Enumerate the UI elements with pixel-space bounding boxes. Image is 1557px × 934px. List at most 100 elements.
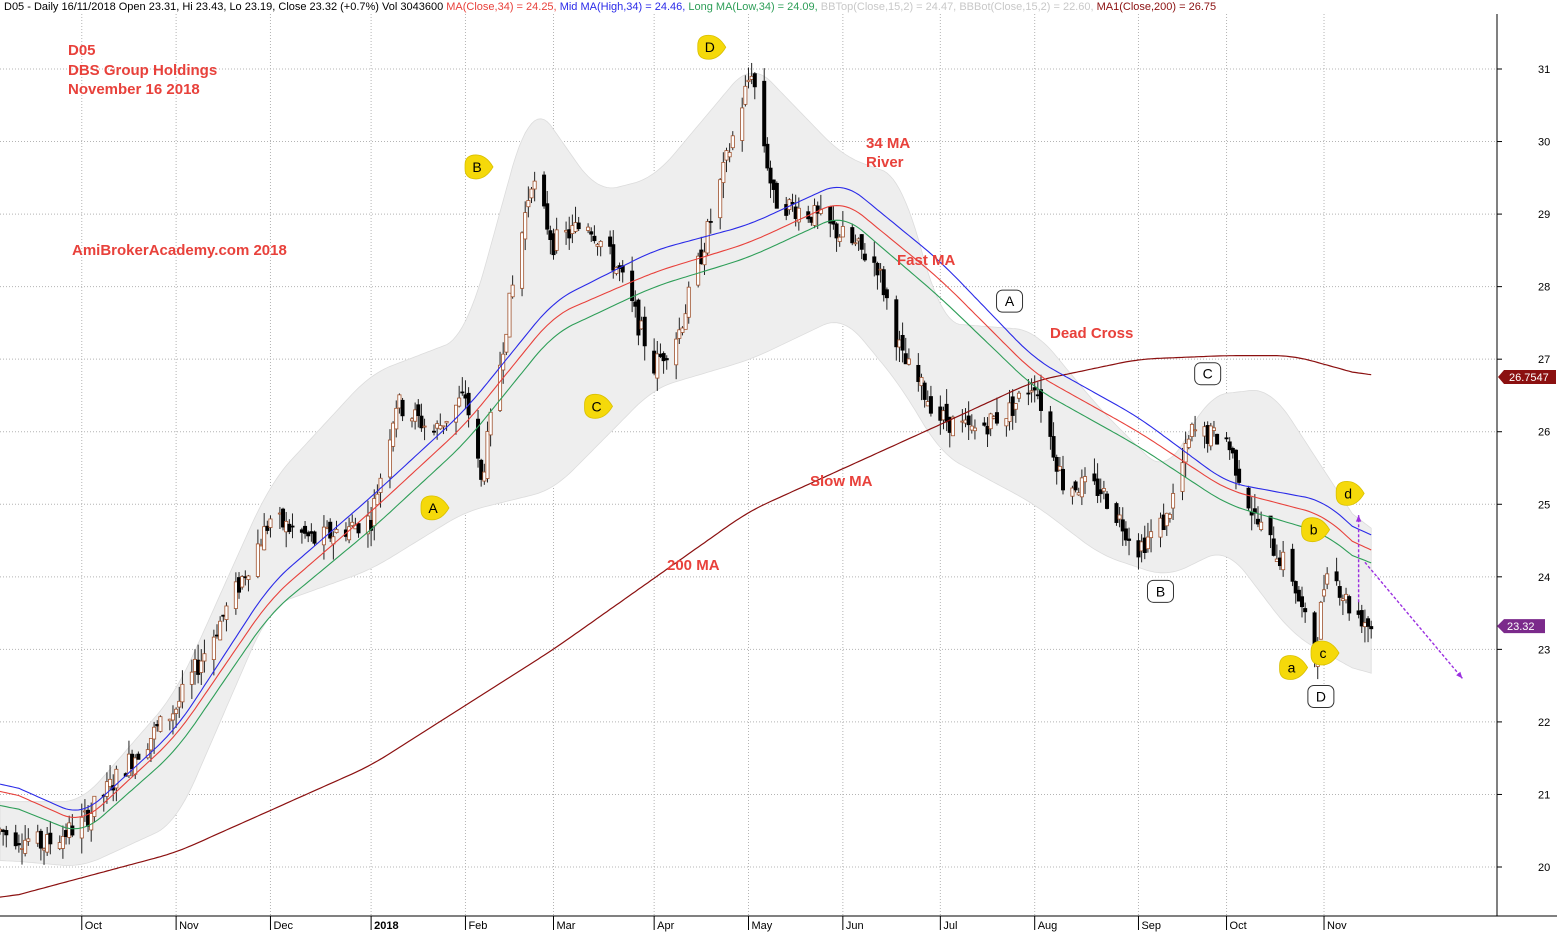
candle bbox=[1127, 527, 1132, 556]
candle-body bbox=[1233, 449, 1238, 476]
candle bbox=[922, 380, 927, 408]
candle-body bbox=[1013, 403, 1018, 410]
candle-body bbox=[784, 204, 789, 216]
y-tick-label: 24 bbox=[1538, 572, 1550, 584]
x-tick-label: Oct bbox=[1230, 920, 1247, 932]
candle bbox=[202, 639, 207, 673]
candle bbox=[1322, 574, 1327, 603]
candle bbox=[752, 72, 757, 100]
wave-marker-shape bbox=[420, 495, 450, 521]
y-tick-label: 27 bbox=[1538, 354, 1550, 366]
candle bbox=[1208, 422, 1213, 451]
candle bbox=[158, 715, 163, 733]
candle-body bbox=[875, 262, 880, 276]
header-long-ma: Long MA(Low,34) = 24.09, bbox=[688, 1, 818, 13]
candle-body bbox=[1281, 551, 1286, 571]
candle-body bbox=[708, 221, 713, 223]
candle-body bbox=[916, 364, 921, 382]
candle-body bbox=[1123, 528, 1128, 541]
candle bbox=[1073, 480, 1078, 493]
candle-body bbox=[743, 85, 748, 105]
candle bbox=[746, 67, 751, 89]
candle bbox=[532, 171, 537, 202]
candle bbox=[1114, 501, 1119, 526]
candle-body bbox=[441, 425, 446, 428]
candle bbox=[60, 825, 65, 859]
candle bbox=[661, 351, 666, 374]
candle bbox=[476, 410, 481, 468]
candle-body bbox=[13, 832, 18, 847]
candle-body bbox=[1255, 518, 1260, 525]
candle-body bbox=[872, 256, 877, 263]
candle bbox=[526, 186, 531, 218]
candle bbox=[740, 97, 745, 152]
candle-body bbox=[1120, 519, 1125, 532]
candle-body bbox=[598, 241, 603, 248]
candle bbox=[306, 530, 311, 543]
candle bbox=[148, 737, 153, 763]
candle bbox=[686, 281, 691, 324]
candle-body bbox=[1073, 481, 1078, 491]
candle bbox=[1149, 519, 1154, 553]
candle-body bbox=[482, 471, 487, 482]
candle-body bbox=[1271, 538, 1276, 556]
wave-marker-yellow: a bbox=[1279, 655, 1309, 680]
wave-marker-white: B bbox=[1146, 579, 1174, 603]
candle bbox=[872, 241, 877, 277]
candle-body bbox=[4, 830, 9, 836]
candle bbox=[840, 211, 845, 238]
candle-body bbox=[702, 251, 707, 266]
wave-marker-shape bbox=[996, 289, 1024, 313]
candle bbox=[1026, 378, 1031, 406]
candle-body bbox=[409, 418, 414, 422]
candle bbox=[1300, 586, 1305, 618]
candle bbox=[1359, 604, 1364, 633]
candle-body bbox=[982, 422, 987, 426]
candle bbox=[104, 772, 109, 804]
candle-body bbox=[941, 410, 946, 421]
candle bbox=[233, 572, 238, 615]
candle-body bbox=[1105, 493, 1110, 509]
candle bbox=[1193, 415, 1198, 437]
candle-body bbox=[903, 353, 908, 365]
candle-body bbox=[281, 508, 286, 528]
projection-arrows bbox=[1355, 515, 1463, 679]
candle bbox=[730, 131, 735, 151]
candle-body bbox=[633, 301, 638, 307]
candle-body bbox=[321, 526, 326, 546]
candle bbox=[350, 514, 355, 528]
arrow-head bbox=[1456, 671, 1463, 679]
candle-body bbox=[215, 634, 220, 637]
candle bbox=[108, 765, 113, 791]
candle-body bbox=[922, 382, 927, 400]
candle bbox=[743, 75, 748, 107]
candle-body bbox=[170, 713, 175, 721]
candle bbox=[224, 602, 229, 632]
candle-body bbox=[221, 614, 226, 617]
candle bbox=[422, 418, 427, 441]
candle bbox=[268, 515, 273, 538]
candle bbox=[152, 721, 157, 754]
candle-body bbox=[573, 222, 578, 232]
website-label: AmiBrokerAcademy.com 2018 bbox=[72, 242, 287, 259]
candle bbox=[1048, 405, 1053, 450]
candle bbox=[1060, 455, 1065, 495]
candle bbox=[1013, 403, 1018, 423]
candle-body bbox=[1083, 476, 1088, 483]
candle-body bbox=[158, 716, 163, 732]
candle bbox=[457, 385, 462, 408]
candle bbox=[265, 520, 270, 535]
indicator-lines bbox=[0, 186, 1372, 898]
candle-body bbox=[356, 523, 361, 534]
candle bbox=[664, 355, 669, 370]
wave-marker-shape bbox=[584, 393, 614, 419]
candle-body bbox=[1, 829, 6, 833]
candle bbox=[884, 287, 889, 310]
candle-body bbox=[652, 350, 657, 374]
candle bbox=[356, 522, 361, 538]
candle bbox=[1070, 485, 1075, 505]
candle-body bbox=[523, 212, 528, 240]
candle-body bbox=[476, 418, 481, 459]
candle bbox=[1180, 447, 1185, 501]
